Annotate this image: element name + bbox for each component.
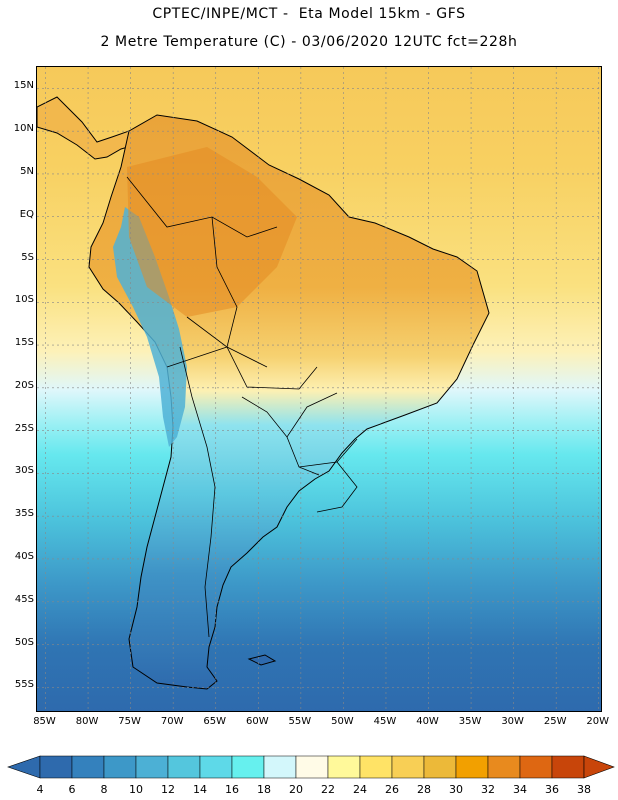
longitude-tick-label: 65W <box>203 716 227 727</box>
colorbar-swatch <box>327 755 361 779</box>
colorbar-low-arrow <box>7 755 41 779</box>
latitude-tick-label: 15S <box>14 337 34 349</box>
longitude-tick-label: 35W <box>458 716 482 727</box>
longitude-tick-label: 70W <box>160 716 184 727</box>
amazon-hot-zone <box>127 147 297 317</box>
colorbar-tick-label: 12 <box>161 783 175 796</box>
latitude-tick-label: 40S <box>14 550 34 562</box>
longitude-tick-label: 50W <box>331 716 354 727</box>
colorbar-tick-label: 38 <box>577 783 591 796</box>
colorbar-tick-label: 8 <box>100 783 108 796</box>
colorbar-swatch <box>71 755 105 779</box>
colorbar-tick-label: 16 <box>225 783 239 796</box>
colorbar-tick-label: 20 <box>289 783 303 796</box>
colorbar-tick-label: 34 <box>513 783 527 796</box>
colorbar-swatch <box>263 755 297 779</box>
country-borders <box>126 176 358 638</box>
colorbar-tick-label: 30 <box>449 783 463 796</box>
latitude-tick-label: 15N <box>13 80 34 92</box>
latitude-tick-label: 25S <box>14 422 34 434</box>
colorbar-tick-label: 28 <box>417 783 431 796</box>
longitude-tick-label: 80W <box>75 716 99 727</box>
colorbar-swatch <box>103 755 137 779</box>
colorbar-tick-label: 26 <box>385 783 399 796</box>
colorbar-tick-label: 14 <box>193 783 207 796</box>
colorbar-tick-label: 10 <box>129 783 143 796</box>
temperature-colorbar <box>7 755 615 779</box>
colorbar-tick-label: 22 <box>321 783 335 796</box>
colorbar-tick-label: 24 <box>353 783 367 796</box>
longitude-tick-label: 30W <box>501 716 524 727</box>
colorbar-high-arrow <box>583 755 615 779</box>
colorbar-swatch <box>359 755 393 779</box>
longitude-tick-label: 25W <box>543 716 567 727</box>
latitude-tick-label: 45S <box>14 593 34 605</box>
colorbar-swatch <box>551 755 585 779</box>
colorbar-tick-label: 4 <box>36 783 44 796</box>
longitude-tick-label: 85W <box>33 716 56 727</box>
longitude-tick-label: 60W <box>245 716 269 727</box>
latitude-tick-label: 50S <box>14 636 34 648</box>
colorbar-swatch <box>135 755 169 779</box>
colorbar-tick-label: 6 <box>68 783 76 796</box>
latitude-tick-label: 5N <box>20 165 34 177</box>
graticule-grid <box>37 67 601 711</box>
longitude-tick-label: 75W <box>118 716 141 727</box>
longitude-tick-label: 55W <box>288 716 312 727</box>
andes-highlands <box>113 207 187 447</box>
temperature-map[interactable] <box>36 66 602 712</box>
colorbar-swatch <box>295 755 329 779</box>
colorbar-swatch <box>455 755 489 779</box>
longitude-tick-label: 20W <box>586 716 610 727</box>
colorbar-swatch <box>199 755 233 779</box>
latitude-tick-label: 55S <box>14 679 34 691</box>
latitude-tick-label: EQ <box>19 208 34 220</box>
latitude-tick-label: 10N <box>13 123 34 135</box>
latitude-tick-label: 5S <box>21 251 34 263</box>
colorbar-swatch <box>231 755 265 779</box>
latitude-tick-label: 35S <box>14 508 34 520</box>
colorbar-swatch <box>423 755 457 779</box>
colorbar-swatch <box>167 755 201 779</box>
longitude-tick-label: 40W <box>416 716 439 727</box>
latitude-tick-label: 10S <box>14 294 34 306</box>
colorbar-tick-label: 18 <box>257 783 271 796</box>
longitude-tick-label: 45W <box>373 716 397 727</box>
colorbar-tick-label: 32 <box>481 783 495 796</box>
colorbar-tick-label: 36 <box>545 783 559 796</box>
colorbar-swatch <box>519 755 553 779</box>
latitude-tick-label: 30S <box>14 465 34 477</box>
falkland-islands <box>247 654 277 666</box>
colorbar-swatch <box>487 755 521 779</box>
colorbar-swatch <box>39 755 73 779</box>
colorbar-swatch <box>391 755 425 779</box>
map-title-line-2: 2 Metre Temperature (C) - 03/06/2020 12U… <box>100 34 518 50</box>
latitude-tick-label: 20S <box>14 379 34 391</box>
map-title-line-1: CPTEC/INPE/MCT - Eta Model 15km - GFS <box>152 6 466 22</box>
